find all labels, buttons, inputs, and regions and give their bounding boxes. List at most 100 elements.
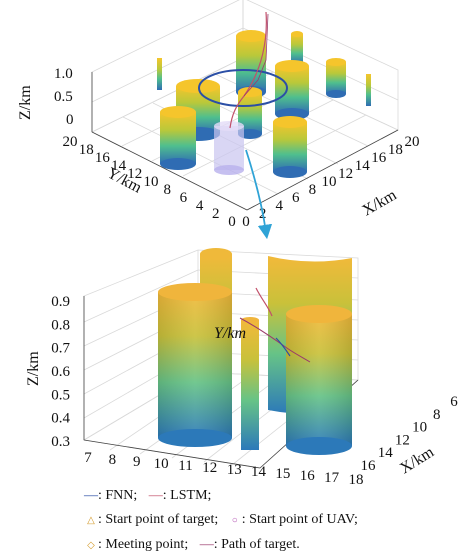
legend-row: —: FNN; —: LSTM; (84, 484, 464, 508)
obstacle-cylinder (291, 31, 303, 64)
x-tick: 8 (309, 182, 317, 198)
diamond-icon: ◇ (87, 540, 95, 551)
obstacle-cylinder (273, 116, 307, 178)
bottom-z-label: Z/km (25, 351, 42, 386)
legend-start-uav: : Start point of UAV; (241, 512, 358, 527)
y-tick: 7 (84, 450, 92, 466)
z-tick: 0.4 (51, 411, 70, 427)
x-tick: 18 (388, 142, 403, 158)
y-tick: 16 (300, 468, 316, 484)
obstacle-cylinder (275, 60, 309, 120)
bottom-obstacles (158, 248, 352, 455)
legend-lstm: : LSTM; (162, 488, 212, 503)
y-tick: 10 (154, 456, 169, 472)
y-tick: 0 (228, 214, 236, 230)
obstacle-cylinder (157, 58, 162, 90)
x-tick: 6 (450, 394, 458, 410)
x-tick: 0 (242, 214, 250, 230)
top-x-label: X/km (360, 186, 401, 219)
bottom-y-ticks: 7 8 9 10 11 12 13 14 15 16 17 18 (84, 450, 363, 488)
obstacle-cylinder (366, 74, 371, 106)
legend-row: △: Start point of target; ○: Start point… (84, 508, 464, 533)
triangle-icon: △ (87, 515, 95, 526)
lstm-line-icon: — (148, 488, 163, 503)
y-tick: 4 (196, 198, 204, 214)
y-tick: 14 (251, 464, 267, 480)
legend-fnn: : FNN; (98, 488, 138, 503)
legend-path: : Path of target. (213, 537, 300, 552)
bottom-y-label: Y/km (214, 325, 246, 342)
obstacle-cylinder (214, 121, 244, 175)
x-tick: 10 (412, 420, 427, 436)
x-tick: 16 (371, 150, 387, 166)
z-tick: 1.0 (54, 66, 73, 82)
x-tick: 4 (275, 198, 283, 214)
x-tick: 6 (292, 190, 300, 206)
z-tick: 0.5 (54, 89, 73, 105)
z-tick: 0 (66, 112, 74, 128)
y-tick: 12 (202, 460, 217, 476)
x-tick: 12 (395, 432, 410, 448)
y-tick: 8 (163, 182, 171, 198)
x-tick: 10 (322, 174, 337, 190)
y-tick: 18 (349, 472, 364, 488)
target-path (239, 317, 311, 363)
y-tick: 12 (127, 166, 142, 182)
y-tick: 8 (109, 452, 117, 468)
legend: —: FNN; —: LSTM; △: Start point of targe… (84, 484, 464, 558)
x-tick: 14 (355, 158, 371, 174)
y-tick: 18 (79, 142, 94, 158)
z-tick: 0.3 (51, 434, 70, 450)
x-tick: 20 (405, 134, 420, 150)
top-z-ticks: 1.0 0.5 0 (54, 66, 74, 128)
obstacle-cylinder (158, 283, 232, 447)
top-obstacles (157, 30, 371, 178)
top-x-ticks: 0 2 4 6 8 10 12 14 16 18 20 (242, 134, 419, 230)
y-tick: 10 (144, 174, 159, 190)
y-tick: 13 (227, 462, 242, 478)
target-path (243, 13, 269, 97)
z-tick: 0.9 (51, 294, 70, 310)
zoom-arrow (245, 149, 273, 240)
bottom-plot: 0.3 0.4 0.5 0.6 0.7 0.8 0.9 Z/km 7 8 9 10 11 12 13 14… (25, 248, 458, 488)
bottom-trajectories (239, 287, 311, 363)
top-z-label: Z/km (17, 85, 34, 120)
circle-icon: ○ (231, 515, 238, 526)
y-tick: 14 (111, 158, 127, 174)
fnn-loop (198, 69, 288, 107)
z-tick: 0.5 (51, 387, 70, 403)
fnn-path (275, 337, 291, 357)
y-tick: 20 (63, 134, 78, 150)
legend-meeting: : Meeting point; (98, 537, 189, 552)
z-tick: 0.7 (51, 341, 70, 357)
y-tick: 2 (212, 206, 220, 222)
bottom-z-ticks: 0.3 0.4 0.5 0.6 0.7 0.8 0.9 (51, 294, 70, 450)
obstacle-cylinder (326, 58, 346, 98)
x-tick: 12 (338, 166, 353, 182)
obstacle-cylinder (286, 305, 352, 455)
legend-start-target: : Start point of target; (98, 512, 219, 527)
bottom-x-label: X/km (397, 443, 437, 477)
x-tick: 14 (378, 445, 394, 461)
z-tick: 0.6 (51, 364, 70, 380)
y-tick: 6 (180, 190, 188, 206)
target-path-line-icon: — (199, 537, 214, 552)
lstm-path (255, 287, 273, 317)
legend-row: ◇: Meeting point; —: Path of target. (84, 533, 464, 558)
fnn-line-icon: — (84, 488, 98, 503)
y-tick: 9 (133, 454, 141, 470)
y-tick: 17 (324, 470, 340, 486)
z-tick: 0.8 (51, 317, 70, 333)
y-tick: 11 (178, 458, 192, 474)
obstacle-cylinder (241, 317, 259, 450)
obstacle-cylinder (160, 106, 196, 170)
y-tick: 15 (275, 466, 290, 482)
y-tick: 16 (95, 150, 111, 166)
x-tick: 16 (361, 458, 377, 474)
top-trajectories (198, 11, 288, 129)
